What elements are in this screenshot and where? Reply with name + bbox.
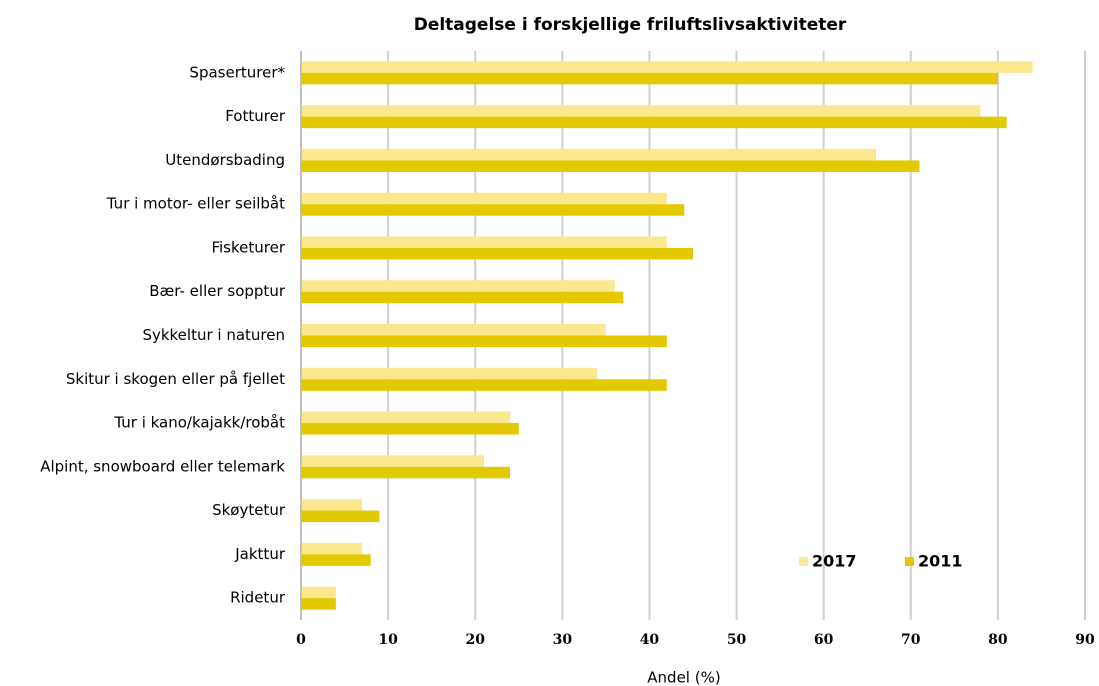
x-tick-label: 80 <box>988 632 1008 648</box>
y-tick-label: Ridetur <box>230 589 286 607</box>
chart-title: Deltagelse i forskjellige friluftslivsak… <box>414 15 847 35</box>
legend-label: 2017 <box>812 552 857 571</box>
bar <box>301 148 876 161</box>
bar <box>301 204 685 216</box>
bar <box>301 61 1033 73</box>
bar <box>301 586 336 599</box>
x-tick-label: 50 <box>727 632 747 648</box>
bar <box>301 160 920 172</box>
bar <box>301 247 693 260</box>
y-tick-label: Spaserturer* <box>189 63 285 81</box>
x-tick-label: 90 <box>1075 632 1095 648</box>
y-tick-label: Alpint, snowboard eller telemark <box>40 457 285 475</box>
bar <box>301 423 519 435</box>
y-tick-label: Bær- eller sopptur <box>149 282 286 300</box>
bar <box>301 411 511 424</box>
y-tick-label: Skøytetur <box>212 501 286 519</box>
x-tick-label: 0 <box>296 632 306 648</box>
bar <box>301 192 667 205</box>
bar <box>301 455 484 467</box>
bar <box>301 280 615 292</box>
y-tick-label: Tur i motor- eller seilbåt <box>106 195 285 213</box>
bar <box>301 116 1007 129</box>
legend-label: 2011 <box>918 552 963 571</box>
bar <box>301 554 371 566</box>
x-tick-label: 40 <box>640 632 660 648</box>
y-tick-label: Fisketurer <box>211 238 285 256</box>
x-tick-label: 70 <box>901 632 921 648</box>
bar <box>301 510 380 523</box>
bar <box>301 335 667 347</box>
x-tick-label: 20 <box>465 632 485 648</box>
bar <box>301 72 998 85</box>
bar <box>301 367 598 380</box>
y-tick-label: Skitur i skogen eller på fjellet <box>66 370 285 388</box>
bar <box>301 542 362 555</box>
x-tick-label: 10 <box>378 632 398 648</box>
bar <box>301 499 362 511</box>
bar <box>301 466 511 479</box>
x-tick-label: 30 <box>553 632 573 648</box>
y-tick-label: Fotturer <box>225 107 286 125</box>
y-tick-label: Utendørsbading <box>165 151 285 169</box>
legend-swatch <box>905 557 914 566</box>
legend-swatch <box>799 557 808 566</box>
bar <box>301 598 336 610</box>
y-tick-label: Jakttur <box>234 545 286 563</box>
y-tick-label: Tur i kano/kajakk/robåt <box>113 414 285 432</box>
bar <box>301 105 981 117</box>
x-tick-label: 60 <box>814 632 834 648</box>
bar <box>301 379 667 391</box>
bar <box>301 324 606 336</box>
bar <box>301 291 624 304</box>
bar <box>301 236 667 248</box>
x-axis-label: Andel (%) <box>647 669 720 686</box>
y-tick-label: Sykkeltur i naturen <box>142 326 285 344</box>
